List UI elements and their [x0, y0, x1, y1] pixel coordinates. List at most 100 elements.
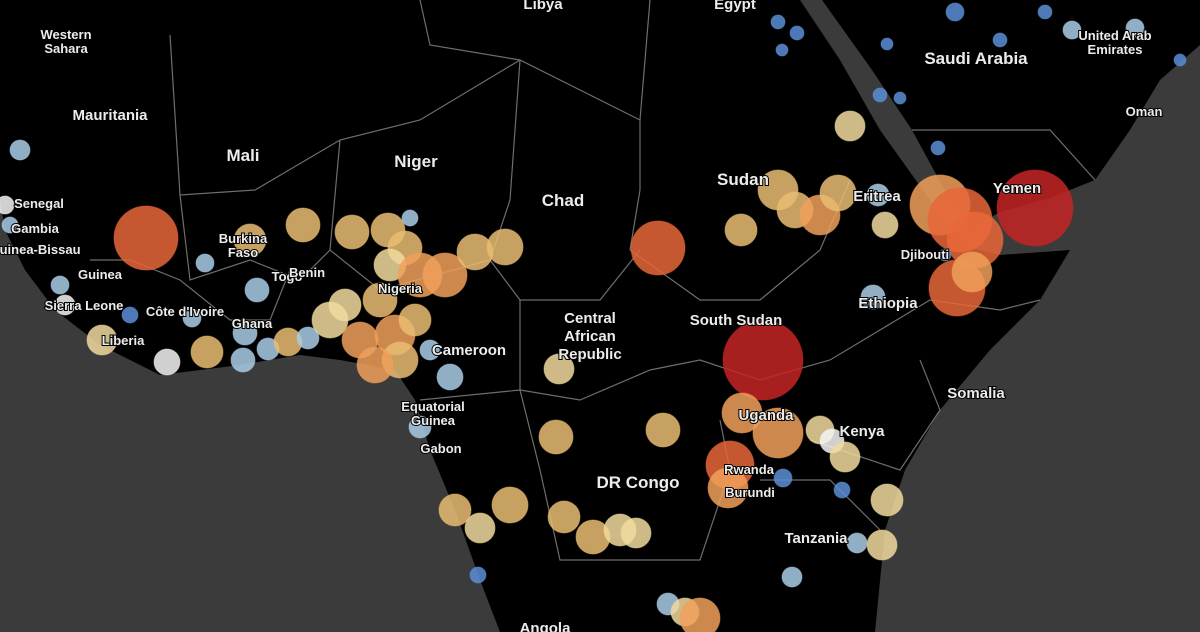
country-label: Mauritania: [72, 107, 148, 124]
country-label: Tanzania: [784, 530, 848, 547]
event-bubble: [707, 467, 749, 509]
africa-land: [0, 0, 1070, 632]
country-label: Cameroon: [432, 342, 506, 359]
event-bubble: [834, 110, 866, 142]
event-bubble: [334, 214, 370, 250]
country-label: Guinea-Bissau: [0, 242, 81, 257]
label-line: Emirates: [1088, 42, 1143, 57]
event-bubble: [232, 320, 258, 346]
arabia-land: [822, 0, 1200, 228]
country-label: Chad: [542, 191, 585, 210]
label-line: Equatorial: [401, 399, 465, 414]
event-bubble: [486, 228, 524, 266]
label-line: Rwanda: [724, 462, 775, 477]
event-bubble: [9, 139, 31, 161]
label-line: Tanzania: [784, 530, 848, 547]
event-bubble: [1062, 20, 1082, 40]
label-line: Western: [40, 27, 91, 42]
country-label: DR Congo: [596, 473, 679, 492]
label-line: Liberia: [102, 333, 145, 348]
event-bubble: [401, 209, 419, 227]
event-bubble: [752, 407, 804, 459]
event-bubble: [860, 284, 886, 310]
event-bubble: [880, 37, 894, 51]
label-line: United Arab: [1078, 28, 1151, 43]
event-bubble: [182, 308, 202, 328]
country-label: Ethiopia: [858, 295, 918, 312]
country-label: Somalia: [947, 385, 1005, 402]
event-bubble: [866, 183, 890, 207]
label-line: Guinea: [411, 413, 456, 428]
country-label: Guinea: [78, 267, 123, 282]
event-bubble: [951, 251, 993, 293]
event-bubble: [819, 174, 857, 212]
event-bubble: [538, 419, 574, 455]
event-bubble: [362, 282, 398, 318]
event-bubble: [296, 326, 320, 350]
event-bubble: [870, 483, 904, 517]
label-line: Gambia: [11, 221, 59, 236]
event-bubble: [469, 566, 487, 584]
event-bubble: [833, 481, 851, 499]
label-line: DR Congo: [596, 473, 679, 492]
event-bubble: [893, 91, 907, 105]
label-line: Sahara: [44, 41, 88, 56]
event-bubble: [422, 252, 468, 298]
country-label: Equatorial Guinea: [401, 399, 465, 428]
country-label: Ghana: [232, 316, 273, 331]
label-line: Cameroon: [432, 342, 506, 359]
event-bubble: [775, 43, 789, 57]
label-line: Oman: [1126, 104, 1163, 119]
label-line: Senegal: [14, 196, 64, 211]
country-label: Burundi: [725, 485, 775, 500]
event-bubble: [419, 339, 441, 361]
event-bubble: [773, 468, 793, 488]
label-line: Egypt: [714, 0, 756, 13]
label-line: Sudan: [717, 170, 769, 189]
event-bubble: [846, 532, 868, 554]
label-line: Ethiopia: [858, 295, 918, 312]
label-line: Benin: [289, 265, 325, 280]
label-line: Saudi Arabia: [924, 49, 1028, 68]
label-line: Kenya: [839, 423, 885, 440]
event-bubble: [86, 324, 118, 356]
country-label: Mali: [226, 146, 259, 165]
event-bubble: [244, 277, 270, 303]
event-bubble: [630, 220, 686, 276]
event-bubble: [872, 87, 888, 103]
event-bubble: [722, 319, 804, 401]
country-label: Central African Republic: [558, 310, 621, 363]
event-bubble: [996, 169, 1074, 247]
country-label: Saudi Arabia: [924, 49, 1028, 68]
label-line: Republic: [558, 346, 621, 363]
event-bubble: [829, 441, 861, 473]
label-line: Burkina: [219, 231, 268, 246]
event-bubble: [311, 301, 349, 339]
country-label: Liberia: [102, 333, 145, 348]
event-bubble: [0, 195, 15, 215]
country-label: Western Sahara: [40, 27, 91, 56]
event-bubble: [464, 512, 496, 544]
country-labels: Libya Egypt Western Sahara Mauritania Mali Nig…: [0, 0, 1163, 632]
country-label: Libya: [523, 0, 563, 13]
label-line: Angola: [520, 620, 571, 632]
label-line: Sierra Leone: [45, 298, 124, 313]
event-bubble: [770, 14, 786, 30]
label-line: Guinea-Bissau: [0, 242, 81, 257]
country-label: Niger: [394, 152, 438, 171]
event-bubble: [645, 412, 681, 448]
country-label: Yemen: [993, 180, 1041, 197]
label-line: Burundi: [725, 485, 775, 500]
country-label: Oman: [1126, 104, 1163, 119]
country-label: Djibouti: [901, 247, 949, 262]
label-line: Djibouti: [901, 247, 949, 262]
label-line: Guinea: [78, 267, 123, 282]
label-line: Uganda: [738, 407, 794, 424]
label-line: Yemen: [993, 180, 1041, 197]
country-label: Gambia: [11, 221, 59, 236]
label-line: Togo: [272, 269, 303, 284]
label-line: Chad: [542, 191, 585, 210]
event-bubble: [408, 415, 432, 439]
country-label: Kenya: [839, 423, 885, 440]
event-bubble: [436, 363, 464, 391]
